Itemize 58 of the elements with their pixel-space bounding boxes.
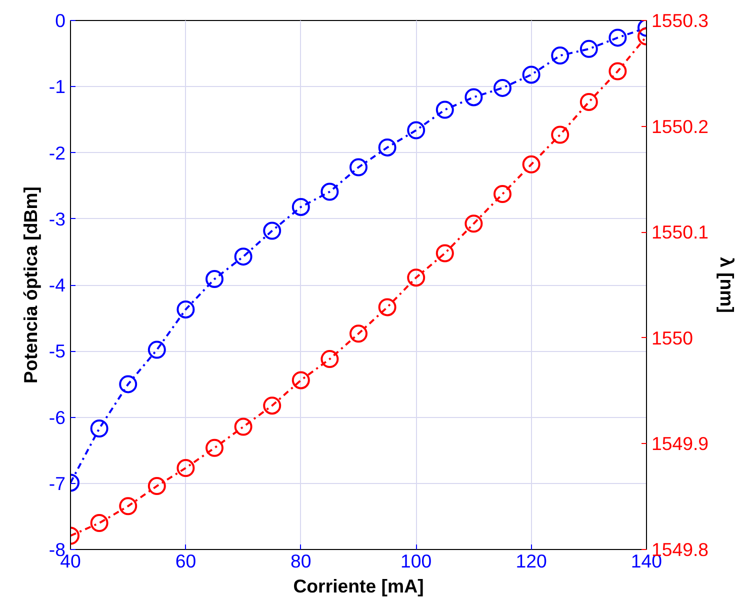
point [206, 438, 224, 457]
y-tick-label: -4 [48, 274, 66, 296]
point [608, 62, 627, 80]
x-axis-title: Corriente [mA] [293, 576, 424, 596]
point [608, 28, 627, 47]
point [148, 340, 166, 359]
point [292, 198, 310, 216]
point [350, 324, 368, 343]
y2-tick-label: 1550.1 [652, 222, 709, 243]
point [494, 78, 512, 97]
point [464, 88, 483, 106]
point [90, 514, 108, 532]
point [263, 396, 282, 415]
y-tick-label: 0 [55, 10, 66, 31]
point [176, 459, 195, 478]
point [436, 244, 454, 262]
y-tick-label: -7 [48, 472, 66, 494]
point [580, 40, 598, 58]
point [234, 248, 252, 266]
point [119, 497, 138, 516]
point [320, 182, 339, 201]
point [464, 214, 483, 233]
point [407, 268, 426, 287]
point [378, 138, 396, 156]
y2-tick-label: 1549.9 [652, 433, 709, 454]
x-tick-label: 80 [290, 550, 312, 572]
x-tick-label: 60 [175, 550, 196, 572]
point [522, 66, 540, 84]
point [551, 46, 570, 65]
y-tick-label: -5 [48, 340, 66, 362]
y-tick-label: -3 [48, 208, 66, 230]
point [263, 222, 282, 240]
y2-tick-label: 1550 [652, 327, 694, 348]
point [580, 92, 598, 111]
point [522, 155, 540, 174]
point [551, 126, 570, 144]
point [90, 420, 108, 438]
y2-tick-label: 1550.2 [652, 116, 709, 137]
point [206, 270, 224, 288]
point [119, 375, 138, 394]
point [148, 477, 166, 496]
point [407, 121, 426, 140]
y-tick-label: -6 [48, 406, 66, 428]
y-axis-title: Potencia óptica [dBm] [20, 186, 41, 384]
point [378, 298, 396, 316]
point [350, 158, 368, 176]
y-tick-label: -2 [48, 142, 66, 164]
point [234, 418, 252, 436]
y-tick-label: -1 [48, 76, 66, 98]
point [494, 185, 512, 203]
y2-tick-label: 1550.3 [652, 10, 709, 31]
point [436, 100, 454, 119]
y2-axis-title: λ [nm] [716, 257, 738, 313]
x-tick-label: 120 [516, 550, 547, 572]
x-tick-label: 100 [400, 550, 432, 572]
point [292, 371, 310, 390]
point [176, 300, 195, 318]
point [320, 350, 339, 368]
